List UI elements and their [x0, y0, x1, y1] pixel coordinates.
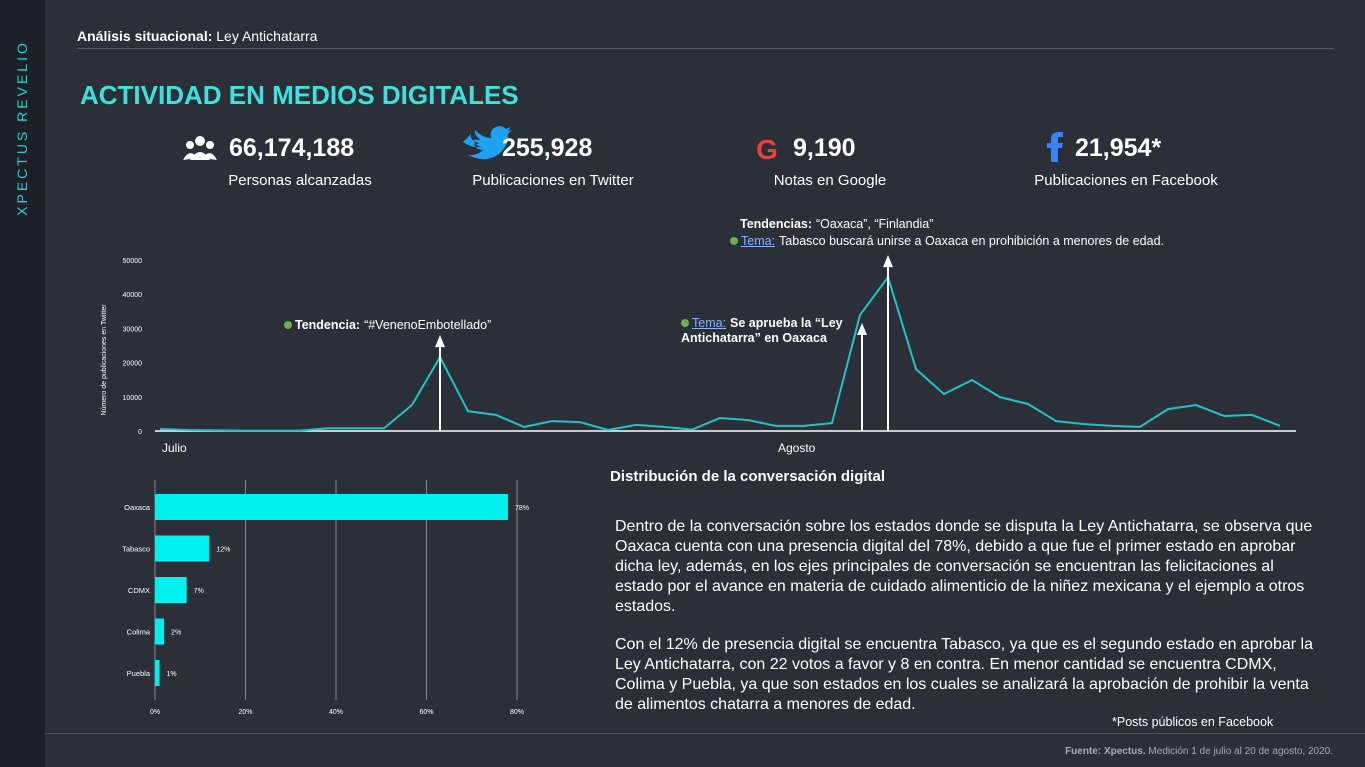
- annotation-label: Tendencia:: [295, 318, 361, 332]
- y-tick-label: Tabasco: [122, 545, 150, 554]
- kpi-label: Publicaciones en Twitter: [472, 172, 634, 189]
- arrow-head: [435, 335, 445, 348]
- annotation-text: Se aprueba la “Ley Antichatarra” en Oaxa…: [681, 316, 843, 345]
- kpi-value: 21,954*: [1075, 134, 1162, 162]
- annotation-link[interactable]: Tema:: [741, 234, 776, 248]
- value-label: 7%: [194, 588, 204, 595]
- y-tick-label: 50000: [123, 258, 143, 265]
- arrow-head: [883, 255, 893, 268]
- text-body: Dentro de la conversación sobre los esta…: [615, 517, 1315, 733]
- bar: [155, 494, 508, 520]
- x-tick-label: 60%: [419, 709, 433, 716]
- annotation-text: “#VenenoEmbotellado”: [364, 318, 492, 332]
- bar: [155, 535, 210, 562]
- note: *Posts públicos en Facebook: [1112, 715, 1274, 729]
- line: [159, 274, 1281, 432]
- icon-google: G: [756, 134, 778, 165]
- x-tick-label: 40%: [329, 709, 343, 716]
- footer-text: Medición 1 de julio al 20 de agosto, 202…: [1148, 746, 1333, 757]
- y-tick-label: Colima: [127, 628, 151, 637]
- bar: [155, 618, 165, 645]
- y-tick-label: CDMX: [128, 586, 150, 595]
- y-tick-label: 0: [138, 429, 142, 436]
- annotation: Tendencias: “Oaxaca”, “Finlandia”: [740, 217, 933, 231]
- header-label: Análisis situacional:: [77, 28, 213, 44]
- kpi-value: 255,928: [502, 134, 593, 162]
- text-title: Distribución de la conversación digital: [610, 468, 886, 485]
- x-tick-label: 0%: [150, 709, 160, 716]
- value-label: 1%: [167, 671, 177, 678]
- bar: [155, 577, 187, 603]
- y-tick-label: 20000: [123, 361, 143, 368]
- y-tick-label: 30000: [123, 326, 143, 333]
- annotation-label: Tendencias:: [740, 217, 813, 231]
- header-title: Ley Antichatarra: [216, 28, 318, 44]
- footer-label: Fuente: Xpectus.: [1065, 746, 1146, 757]
- paragraph: Con el 12% de presencia digital se encue…: [615, 636, 1313, 713]
- annotation: Tema: Se aprueba la “Ley Antichatarra” en…: [681, 316, 861, 346]
- sidebar: XPECTUS REVELIO: [0, 0, 45, 767]
- value-label: 2%: [171, 630, 181, 637]
- arrow-head: [857, 323, 867, 335]
- y-axis-label: Número de publicaciones en Twitter: [101, 304, 108, 416]
- kpi-label: Notas en Google: [773, 172, 887, 189]
- kpi-value: 66,174,188: [229, 134, 355, 162]
- divider: [77, 48, 1334, 49]
- kpi-value: 9,190: [793, 134, 856, 162]
- paragraph: Dentro de la conversación sobre los esta…: [615, 518, 1313, 615]
- x-tick-label: 20%: [238, 709, 252, 716]
- kpi-label: Personas alcanzadas: [228, 172, 372, 189]
- annotation-link[interactable]: Tema:: [692, 316, 727, 330]
- y-tick-label: 10000: [123, 395, 143, 402]
- y-tick-label: Puebla: [127, 669, 151, 678]
- annotation: Tema: Tabasco buscará unirse a Oaxaca en …: [730, 234, 1164, 248]
- x-tick-label: Agosto: [778, 441, 816, 455]
- section-title: ACTIVIDAD EN MEDIOS DIGITALES: [80, 80, 519, 110]
- x-tick-label: 80%: [510, 709, 524, 716]
- annotation-text: Tabasco buscará unirse a Oaxaca en prohi…: [779, 234, 1165, 248]
- footer: Fuente: Xpectus. Medición 1 de julio al …: [1065, 746, 1333, 757]
- kpi-label: Publicaciones en Facebook: [1034, 172, 1218, 189]
- icon-facebook: [1047, 132, 1063, 162]
- value-label: 78%: [515, 505, 529, 512]
- annotation-text: “Oaxaca”, “Finlandia”: [816, 217, 934, 231]
- icon-twitter: [463, 126, 512, 160]
- x-tick-label: Julio: [162, 441, 187, 455]
- value-label: 12%: [216, 547, 230, 554]
- y-tick-label: Oaxaca: [124, 503, 151, 512]
- header: Análisis situacional: Ley Antichatarra: [77, 28, 317, 44]
- annotation: Tendencia: “#VenenoEmbotellado”: [284, 318, 491, 332]
- icon-people: [183, 136, 217, 160]
- divider: [45, 733, 1365, 734]
- y-tick-label: 40000: [123, 292, 143, 299]
- bar: [155, 660, 160, 686]
